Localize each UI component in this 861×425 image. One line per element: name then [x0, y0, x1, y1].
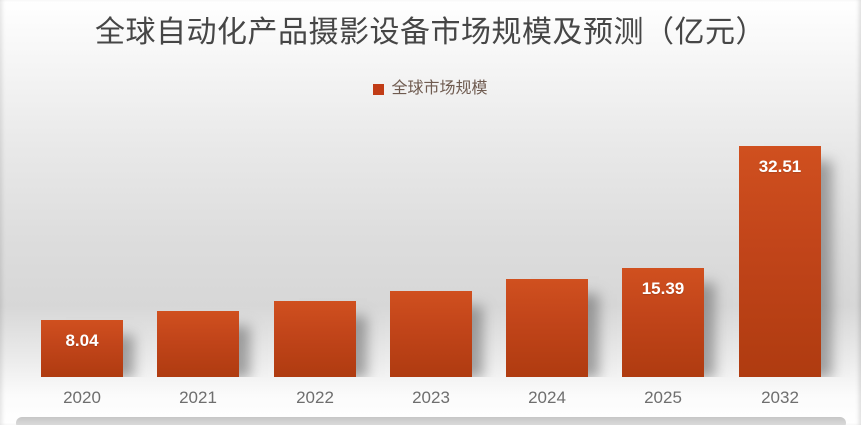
bar-value-label-2025: 15.39 — [641, 279, 685, 298]
bar-2023 — [390, 291, 472, 377]
chart-floor — [16, 417, 846, 425]
plot-area: 8.04 15.39 32.51 — [41, 146, 821, 377]
bar-value-label-2032: 32.51 — [758, 157, 802, 176]
bar-value-label-2020: 8.04 — [65, 331, 99, 350]
bar-2025: 15.39 — [622, 268, 704, 377]
bar-2021 — [157, 311, 239, 377]
chart-title: 全球自动化产品摄影设备市场规模及预测（亿元） — [95, 16, 766, 49]
legend: 全球市场规模 — [0, 80, 861, 98]
legend-swatch-icon — [373, 83, 385, 95]
bar-2024 — [506, 279, 588, 377]
x-axis-label-2024: 2024 — [528, 388, 566, 407]
x-axis-label-2021: 2021 — [179, 388, 217, 407]
x-axis-label-2022: 2022 — [296, 388, 334, 407]
x-axis-label-2025: 2025 — [644, 388, 682, 407]
bar-2020: 8.04 — [41, 320, 123, 377]
x-axis-label-2023: 2023 — [412, 388, 450, 407]
x-axis: 2020 2021 2022 2023 2024 2025 2032 — [0, 388, 861, 410]
x-axis-label-2032: 2032 — [761, 388, 799, 407]
bar-2032: 32.51 — [739, 146, 821, 377]
legend-label: 全球市场规模 — [391, 80, 488, 97]
bar-2022 — [274, 301, 356, 377]
x-axis-label-2020: 2020 — [63, 388, 101, 407]
